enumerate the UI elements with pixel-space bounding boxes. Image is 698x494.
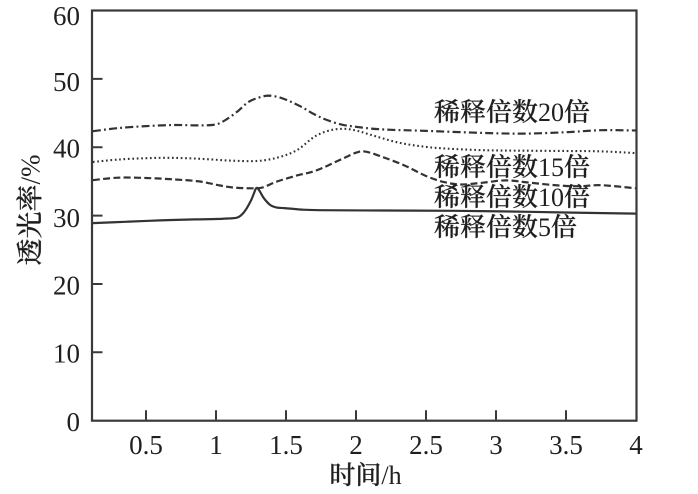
svg-text:4: 4 — [629, 430, 643, 460]
svg-text:1.5: 1.5 — [269, 430, 303, 460]
svg-text:2.5: 2.5 — [409, 430, 443, 460]
svg-text:10: 10 — [53, 339, 80, 369]
svg-text:5: 5 — [538, 213, 551, 242]
svg-text:0: 0 — [67, 407, 81, 437]
svg-text:50: 50 — [53, 67, 80, 97]
svg-text:30: 30 — [53, 203, 80, 233]
svg-text:3.5: 3.5 — [549, 430, 583, 460]
svg-text:1: 1 — [209, 430, 223, 460]
svg-text:20: 20 — [53, 271, 80, 301]
svg-text:2: 2 — [349, 430, 363, 460]
svg-text:/h: /h — [381, 461, 401, 490]
svg-text:60: 60 — [53, 1, 80, 31]
svg-text:10: 10 — [538, 183, 564, 212]
svg-text:40: 40 — [53, 134, 80, 164]
svg-text:/%: /% — [15, 155, 45, 185]
svg-text:3: 3 — [489, 430, 503, 460]
svg-text:15: 15 — [538, 153, 564, 182]
svg-text:20: 20 — [538, 98, 564, 127]
svg-text:0.5: 0.5 — [129, 430, 163, 460]
